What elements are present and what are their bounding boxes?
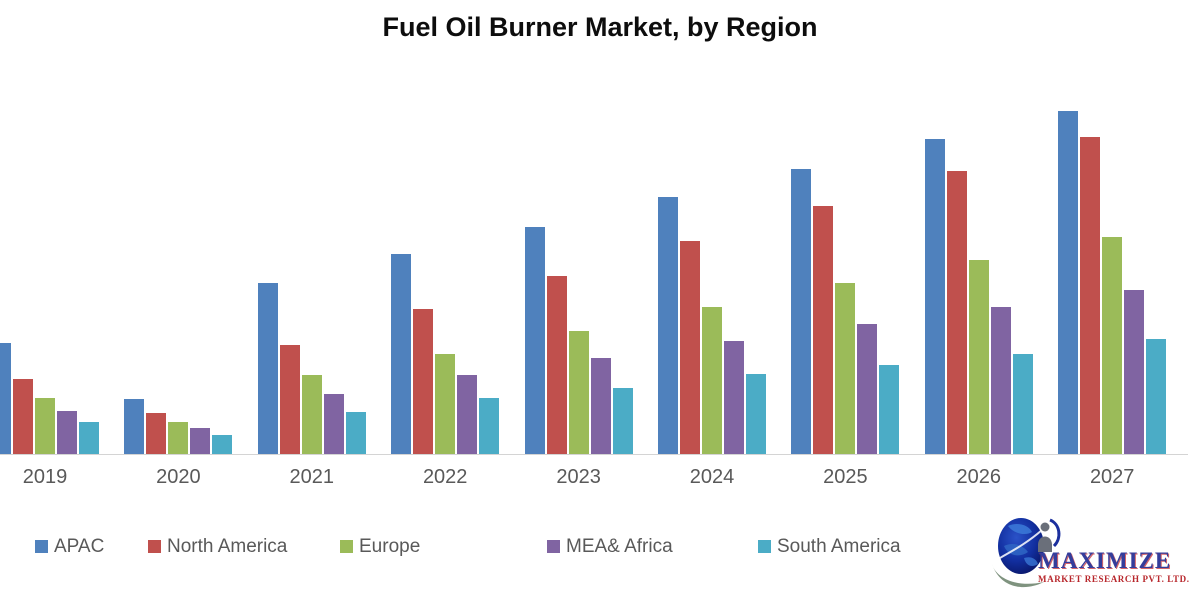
legend-label: Europe [359, 536, 421, 557]
globe-logo-icon [992, 518, 1061, 588]
bar-europe-2023 [568, 331, 589, 455]
bar-mea-africa-2027 [1124, 290, 1145, 455]
x-axis-label-2024: 2024 [689, 466, 735, 488]
legend-swatch-icon [758, 540, 771, 553]
bar-south-america-2021 [345, 412, 366, 455]
bar-north-america-2022 [413, 309, 434, 455]
legend-label: APAC [54, 536, 105, 557]
company-logo: MAXIMIZE MARKET RESEARCH PVT. LTD. [988, 512, 1200, 600]
bar-europe-2025 [835, 283, 856, 455]
bar-south-america-2026 [1012, 354, 1033, 455]
bar-apac-2025 [791, 169, 812, 455]
bar-mea-africa-2023 [590, 358, 611, 455]
legend-swatch-icon [547, 540, 560, 553]
bar-apac-2019 [0, 343, 11, 455]
bar-apac-2024 [658, 197, 678, 455]
bar-south-america-2020 [212, 435, 233, 455]
legend-label: South America [777, 536, 901, 557]
bar-mea-africa-2024 [724, 341, 744, 455]
bar-apac-2022 [391, 254, 412, 455]
bar-north-america-2020 [146, 413, 167, 455]
legend-swatch-icon [35, 540, 48, 553]
bar-north-america-2024 [680, 241, 700, 455]
bar-south-america-2023 [612, 388, 633, 455]
bar-apac-2027 [1058, 111, 1079, 455]
bar-europe-2026 [968, 260, 989, 455]
bar-south-america-2022 [479, 398, 500, 455]
bar-mea-africa-2022 [457, 375, 478, 455]
bar-apac-2023 [524, 227, 545, 455]
bar-europe-2019 [35, 398, 55, 455]
legend-swatch-icon [340, 540, 353, 553]
bar-mea-africa-2020 [190, 428, 211, 455]
bar-europe-2027 [1102, 237, 1123, 455]
bar-north-america-2025 [813, 206, 834, 455]
x-axis-label-2022: 2022 [422, 466, 468, 488]
bar-north-america-2023 [546, 276, 567, 455]
x-axis-line [0, 454, 1188, 455]
bar-south-america-2019 [79, 422, 99, 455]
x-axis-label-2020: 2020 [156, 466, 201, 488]
chart-title: Fuel Oil Burner Market, by Region [382, 12, 818, 42]
x-axis-label-2019: 2019 [22, 466, 68, 488]
bar-europe-2022 [435, 354, 456, 455]
legend-label: MEA& Africa [566, 536, 673, 557]
bar-north-america-2021 [279, 345, 300, 455]
logo-text-maximize: MAXIMIZE [1038, 548, 1172, 573]
bar-mea-africa-2026 [990, 307, 1011, 455]
x-axis-label-2021: 2021 [289, 466, 335, 488]
bar-europe-2021 [301, 375, 322, 455]
bar-europe-2024 [702, 307, 722, 455]
bar-north-america-2027 [1080, 137, 1101, 455]
x-axis-label-2027: 2027 [1089, 466, 1135, 488]
x-axis-label-2026: 2026 [956, 466, 1002, 488]
legend-label: North America [167, 536, 288, 557]
bar-south-america-2024 [746, 374, 766, 455]
logo-text-market-research: MARKET RESEARCH PVT. LTD. [1038, 574, 1190, 584]
bar-mea-africa-2025 [857, 324, 878, 455]
bar-apac-2020 [124, 399, 145, 455]
legend-swatch-icon [148, 540, 161, 553]
bar-apac-2021 [257, 283, 278, 455]
x-axis-label-2025: 2025 [823, 466, 868, 488]
bar-north-america-2026 [946, 171, 967, 455]
bar-north-america-2019 [13, 379, 33, 455]
bar-south-america-2027 [1146, 339, 1167, 455]
bar-mea-africa-2019 [57, 411, 77, 455]
x-axis-label-2023: 2023 [556, 466, 601, 488]
bar-apac-2026 [924, 139, 945, 455]
bar-europe-2020 [168, 422, 189, 455]
bar-mea-africa-2021 [323, 394, 344, 455]
bar-south-america-2025 [879, 365, 900, 455]
